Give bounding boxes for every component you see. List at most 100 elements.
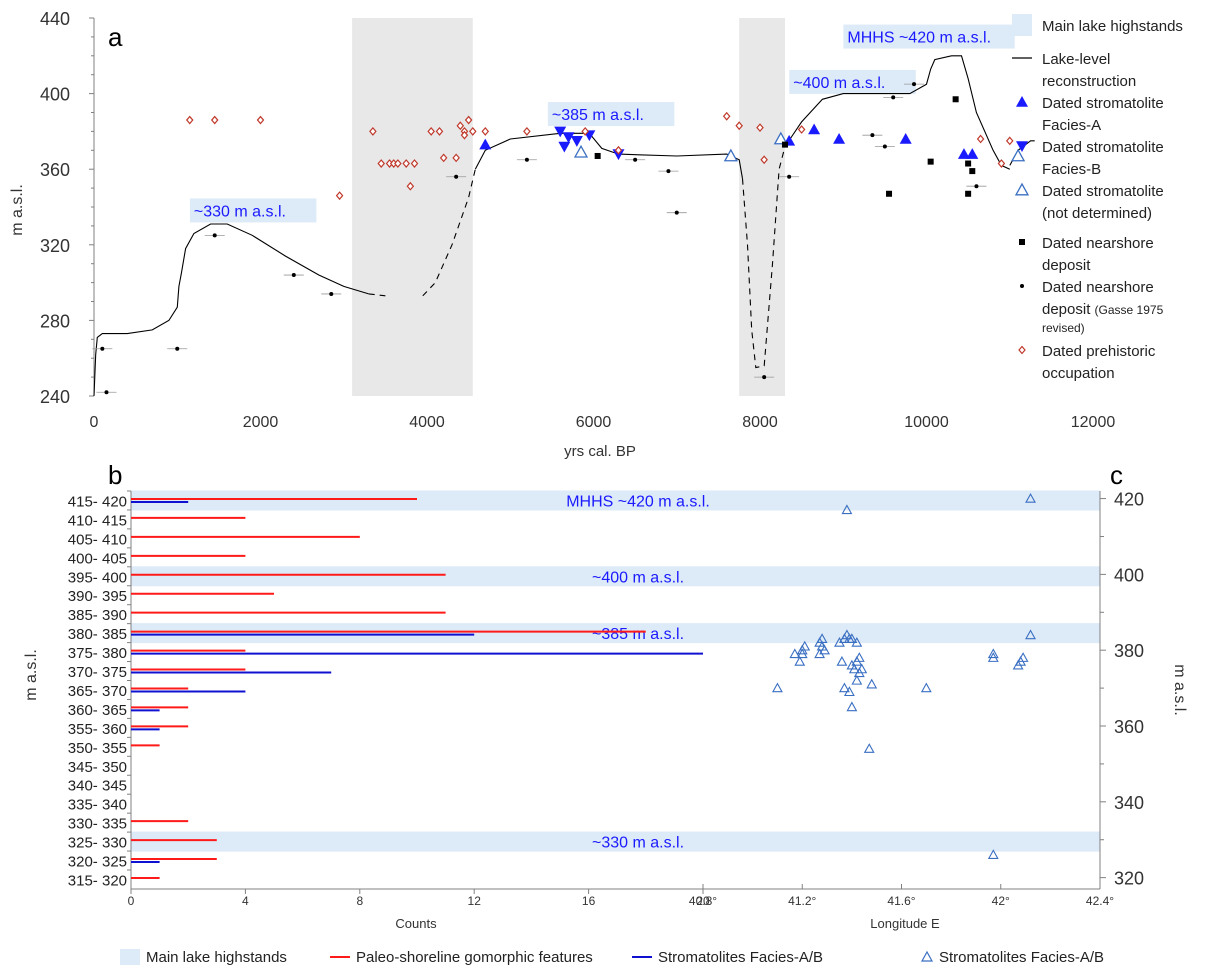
c-axes: 40.8° 41.2° 41.6° 42° 42.4°320 340 360 380 400 42… (689, 490, 1144, 908)
a-y-axis-label: m a.s.l. (9, 184, 26, 236)
prehistoric-point (185, 115, 194, 125)
nearshore-point (965, 160, 972, 167)
stromatolite-a-point (833, 132, 846, 144)
legend-label: Dated stromatolite Facies-B (1042, 139, 1164, 178)
legend-highstand-swatch (1012, 14, 1032, 36)
prehistoric-point (406, 181, 415, 191)
stromatolite-a-point (957, 148, 970, 159)
c-stromatolite-point (799, 640, 811, 651)
highstand-band (131, 566, 1100, 587)
reconstruction-segment (93, 223, 369, 397)
highstand-bands: MHHS ~420 m a.s.l. ~400 m a.s.l. ~385 m a.… (131, 490, 1100, 852)
gasse-point (912, 82, 917, 87)
legend-diamond (1018, 345, 1026, 355)
a-x-tick-label: 10000 (904, 414, 949, 431)
gray-bands (352, 18, 785, 396)
stromatolite-b-point (554, 126, 567, 138)
panel-b-c: MHHS ~420 m a.s.l. ~400 m a.s.l. ~385 m a.… (23, 460, 1188, 931)
gasse-point (762, 375, 767, 380)
prehistoric-point (523, 126, 531, 136)
annotation-box (843, 24, 1015, 49)
prehistoric-point (760, 155, 768, 165)
legend-label-line: (not determined) (1042, 205, 1152, 222)
prehistoric-point (735, 121, 743, 131)
legend-square (1019, 239, 1025, 245)
c-y-axis-label: m a.s.l. (1171, 664, 1188, 716)
c-y-tick-label: 380 (1114, 641, 1144, 661)
b-category-label: 320- 325 (68, 854, 127, 871)
prehistoric-point (797, 125, 806, 134)
legend-label: Main lake highstands (1042, 18, 1183, 35)
b-category-label: 355- 360 (68, 721, 127, 738)
c-x-axis-label: Longitude E (870, 916, 940, 931)
a-y-tick-label: 360 (40, 160, 70, 180)
bottom-legend-label: Main lake highstands (146, 949, 287, 966)
c-stromatolite-point (987, 648, 999, 659)
c-y-tick-label: 400 (1114, 565, 1144, 585)
nearshore-point (965, 190, 972, 197)
c-stromatolite-point (851, 655, 863, 666)
b-category-label: 325- 330 (68, 835, 127, 852)
a-x-tick-label: 0 (90, 414, 99, 431)
b-x-tick-label: 12 (468, 894, 482, 908)
prehistoric-point (581, 126, 589, 136)
gasse-point (787, 174, 792, 179)
a-data-points (92, 82, 1026, 395)
a-x-tick-label: 4000 (409, 414, 445, 431)
b-bars (131, 497, 703, 879)
legend-label-line: Lake-level (1042, 51, 1110, 68)
highstand-label: ~385 m a.s.l. (592, 626, 684, 643)
gasse-point (329, 291, 334, 296)
b-x-axis-label: Counts (395, 916, 437, 931)
highstand-label: ~400 m a.s.l. (592, 569, 684, 586)
legend-label-line: Facies-A (1042, 117, 1101, 134)
prehistoric-point (614, 145, 623, 155)
panel-letter-a: a (108, 22, 123, 52)
highstand-band (131, 831, 1100, 852)
stromatolite-b-point (562, 132, 575, 144)
gasse-point (212, 233, 217, 238)
legend-label: Dated nearshore deposit (Gasse 1975 revise… (1042, 279, 1164, 335)
reconstruction-segment (422, 169, 476, 297)
prehistoric-point (427, 126, 435, 136)
b-y-axis-label: m a.s.l. (23, 649, 40, 701)
reconstruction-segment (741, 146, 786, 369)
c-stromatolite-point (846, 701, 858, 712)
legend-label: Dated stromatolite Facies-A (1042, 95, 1164, 134)
nearshore-point (969, 168, 976, 175)
gasse-point (100, 346, 105, 351)
prehistoric-point (481, 126, 490, 136)
b-category-label: 330- 335 (68, 816, 127, 833)
prehistoric-point (410, 159, 419, 168)
prehistoric-point (756, 123, 764, 133)
c-stromatolite-point (987, 652, 999, 662)
c-points (772, 492, 1036, 860)
c-x-tick-label: 40.8° (689, 894, 717, 908)
prehistoric-point (394, 159, 402, 168)
b-x-tick-label: 16 (582, 894, 596, 908)
legend-label-line: deposit (1042, 257, 1091, 274)
c-stromatolite-point (796, 648, 808, 659)
a-annotations: ~330 m a.s.l. ~385 m a.s.l. ~400 m a.s.l. M… (189, 24, 1015, 223)
gasse-point (175, 346, 180, 351)
c-stromatolite-point (794, 655, 806, 666)
annotation-box (189, 198, 317, 223)
b-category-label: 345- 350 (68, 759, 127, 776)
a-x-tick-label: 2000 (243, 414, 279, 431)
c-stromatolite-point (987, 849, 999, 860)
c-stromatolite-point (836, 655, 848, 666)
annotation-label: MHHS ~420 m a.s.l. (847, 30, 991, 47)
a-y-tick-label: 440 (40, 9, 70, 29)
stromatolite-nd-point (723, 148, 738, 162)
nearshore-point (927, 158, 934, 165)
a-x-tick-label: 6000 (576, 414, 612, 431)
b-category-label: 360- 365 (68, 702, 127, 719)
prehistoric-point (435, 126, 444, 136)
legend-label: Dated prehistoric occupation (1042, 343, 1156, 382)
b-category-label: 380- 385 (68, 626, 127, 643)
legend-label-line: Dated stromatolite (1042, 139, 1164, 156)
c-stromatolite-point (863, 743, 875, 753)
prehistoric-point (369, 126, 377, 136)
b-category-label: 405- 410 (68, 531, 127, 548)
legend-label-line: Main lake highstands (1042, 18, 1183, 35)
